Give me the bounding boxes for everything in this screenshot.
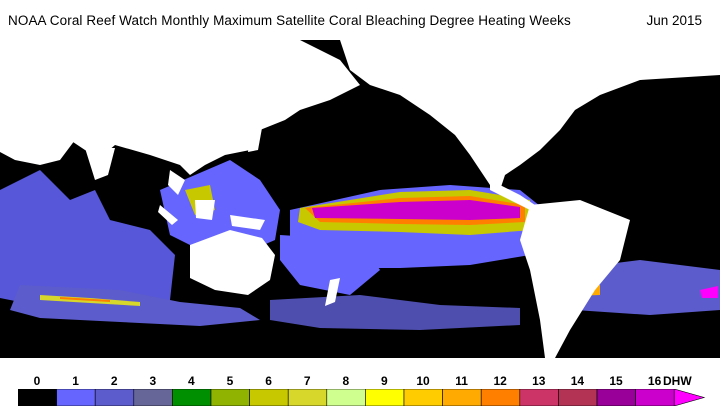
legend-swatch (442, 389, 482, 406)
legend-swatch (480, 389, 521, 406)
map-date: Jun 2015 (646, 13, 702, 28)
land-eurasia (0, 40, 360, 175)
land-central-america (490, 180, 535, 210)
legend-swatch (326, 389, 366, 406)
legend-swatch (210, 389, 250, 406)
legend-overflow-arrow (673, 389, 706, 406)
legend-tick-label: 5 (226, 374, 234, 388)
legend-tick-label: 12 (493, 374, 507, 388)
legend-tick-label: 1 (72, 374, 79, 388)
legend-tick-label: 9 (381, 374, 388, 388)
legend-tick-label: 4 (188, 374, 195, 388)
land-australia (190, 230, 275, 295)
land-south-america (520, 200, 630, 358)
legend-swatch (558, 389, 598, 406)
legend-tick-label: 10 (416, 374, 430, 388)
legend-swatch (287, 389, 328, 406)
world-map (0, 40, 720, 370)
land-india (85, 148, 115, 180)
south-indian-band-hot (60, 297, 110, 302)
land-antarctica (0, 358, 720, 370)
legend-tick-label: 16 (647, 374, 662, 388)
land-sumatra (158, 205, 178, 225)
world-map-svg (0, 40, 720, 370)
legend-tick-label: 2 (110, 374, 118, 388)
legend-colorbar (18, 389, 706, 406)
land-new-guinea (230, 215, 265, 230)
legend-swatch (172, 389, 212, 406)
legend-unit: DHW (663, 374, 692, 388)
color-legend: 0 1 2 3 4 5 6 7 8 9 10 11 12 13 14 15 16 DHW (0, 370, 720, 411)
land-north-america (340, 40, 720, 190)
legend-tick-label: 6 (265, 374, 272, 388)
legend-tick-label: 13 (532, 374, 546, 388)
legend-tick-label: 11 (455, 374, 468, 388)
legend-swatch (94, 389, 135, 406)
legend-tick-label: 7 (303, 374, 311, 388)
legend-swatch (56, 389, 96, 406)
legend-swatch (635, 389, 675, 406)
map-title-bar: NOAA Coral Reef Watch Monthly Maximum Sa… (0, 0, 720, 40)
legend-tick-label: 8 (342, 374, 350, 388)
land-greenland (600, 40, 690, 80)
land-borneo (195, 200, 215, 220)
legend-tick-label: 14 (570, 374, 585, 388)
legend-swatch (365, 389, 405, 406)
southeast-atlantic-hot (700, 286, 718, 298)
west-pacific-stress (160, 160, 280, 255)
legend-tick-label: 0 (33, 374, 41, 388)
legend-tick-label: 15 (609, 374, 623, 388)
legend-swatch (519, 389, 559, 406)
enso-core (312, 200, 520, 220)
southern-pacific-stress (270, 295, 520, 330)
legend-swatch (133, 389, 173, 406)
legend-swatch (249, 389, 289, 406)
legend-swatch (18, 389, 57, 406)
indian-ocean-stress (0, 170, 175, 312)
legend-tick-label: 3 (149, 374, 157, 388)
legend-swatch (596, 389, 636, 406)
land-new-zealand (325, 278, 340, 306)
legend-swatch (403, 389, 443, 406)
map-title: NOAA Coral Reef Watch Monthly Maximum Sa… (8, 13, 571, 28)
landmasses (0, 40, 720, 370)
land-japan (248, 128, 262, 152)
land-se-asia (168, 170, 185, 195)
